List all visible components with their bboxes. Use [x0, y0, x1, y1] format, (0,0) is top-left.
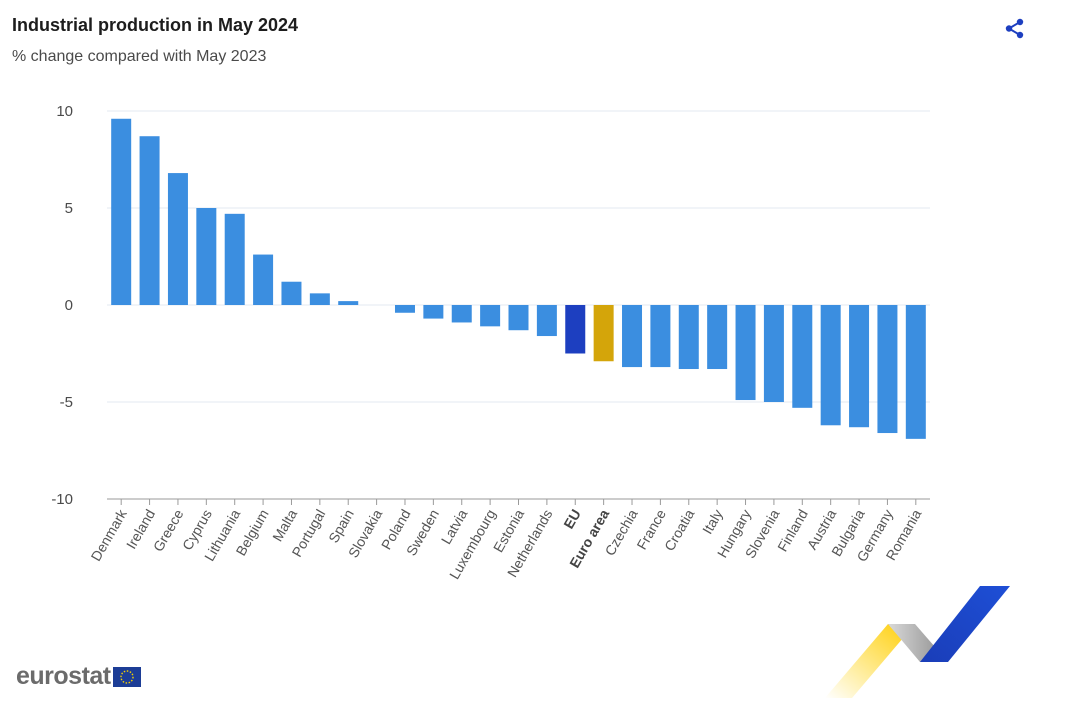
x-axis-labels: DenmarkIrelandGreeceCyprusLithuaniaBelgi… — [88, 506, 925, 582]
bar-poland[interactable] — [394, 305, 415, 313]
bar-slovenia[interactable] — [763, 305, 784, 402]
chart-subtitle: % change compared with May 2023 — [12, 48, 267, 65]
bar-finland[interactable] — [792, 305, 813, 408]
y-tick-label: 10 — [56, 103, 73, 120]
bar-netherlands[interactable] — [536, 305, 557, 337]
chart-title: Industrial production in May 2024 — [12, 15, 299, 35]
bar-eu[interactable] — [565, 305, 586, 354]
bar-estonia[interactable] — [508, 305, 529, 331]
bar-latvia[interactable] — [451, 305, 472, 323]
eu-flag-icon — [112, 667, 141, 687]
bar-croatia[interactable] — [678, 305, 699, 370]
bars — [111, 118, 926, 439]
bar-france[interactable] — [650, 305, 671, 368]
y-tick-label: -10 — [51, 491, 73, 508]
bar-luxembourg[interactable] — [480, 305, 501, 327]
bar-hungary[interactable] — [735, 305, 756, 401]
y-axis-ticks: 10 5 0 -5 -10 — [51, 103, 73, 508]
y-tick-label: 5 — [65, 200, 73, 217]
bar-euro-area[interactable] — [593, 305, 614, 362]
x-tick-label: Denmark — [88, 506, 131, 564]
bar-bulgaria[interactable] — [849, 305, 870, 428]
bar-italy[interactable] — [707, 305, 728, 370]
share-icon — [1005, 18, 1024, 39]
share-button[interactable] — [1002, 16, 1028, 42]
x-axis — [107, 498, 930, 505]
bar-ireland[interactable] — [139, 136, 160, 305]
x-tick-label: Italy — [699, 507, 726, 537]
decorative-swoosh — [825, 586, 1010, 698]
logo-text: eurostat — [16, 661, 111, 690]
y-tick-label: -5 — [60, 394, 73, 411]
bar-denmark[interactable] — [111, 118, 132, 305]
x-tick-label: EU — [560, 507, 584, 532]
bar-cyprus[interactable] — [196, 208, 217, 305]
bar-belgium[interactable] — [253, 254, 274, 305]
bar-lithuania[interactable] — [224, 213, 245, 305]
bar-czechia[interactable] — [622, 305, 643, 368]
eurostat-logo: eurostat — [16, 660, 141, 692]
bar-chart: 10 5 0 -5 -10 DenmarkIrelandGreeceCyprusLith… — [51, 103, 930, 582]
bar-austria[interactable] — [820, 305, 841, 426]
bar-malta[interactable] — [281, 281, 302, 305]
bar-germany[interactable] — [877, 305, 898, 434]
bar-portugal[interactable] — [309, 293, 330, 305]
bar-romania[interactable] — [905, 305, 926, 439]
y-tick-label: 0 — [65, 297, 73, 314]
bar-sweden[interactable] — [423, 305, 444, 319]
bar-greece[interactable] — [167, 173, 188, 305]
bar-spain[interactable] — [338, 301, 359, 305]
